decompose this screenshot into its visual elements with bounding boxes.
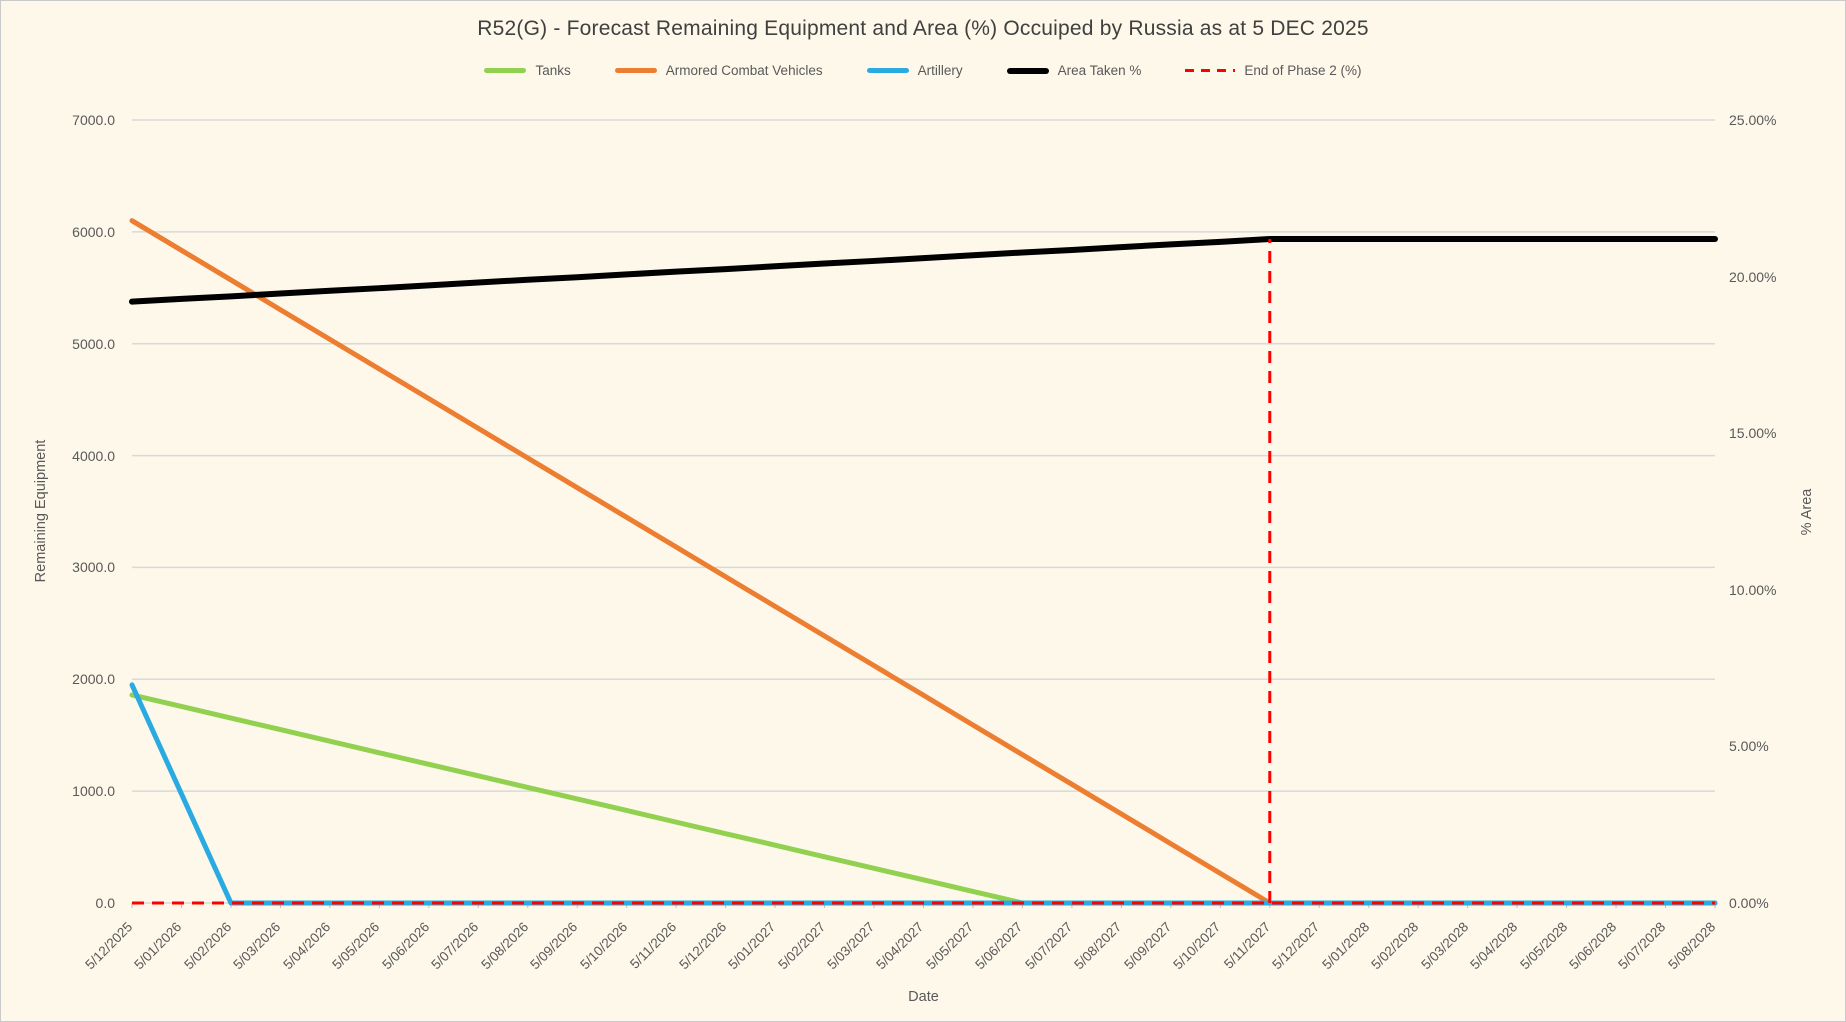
y-right-axis-title: % Area bbox=[1799, 488, 1815, 536]
legend: Tanks Armored Combat Vehicles Artillery Are… bbox=[1, 63, 1845, 78]
legend-label-artillery: Artillery bbox=[917, 63, 963, 78]
y-left-tick-label: 0.0 bbox=[95, 895, 115, 911]
y-left-tick-label: 1000.0 bbox=[72, 783, 115, 800]
series-line-tanks bbox=[129, 692, 1718, 906]
y-left-tick-label: 3000.0 bbox=[72, 559, 115, 576]
series-line-armored-combat-vehicles bbox=[129, 218, 1718, 906]
y-left-tick-label: 5000.0 bbox=[72, 335, 115, 352]
series-line-artillery bbox=[129, 682, 1718, 906]
legend-swatch-tanks bbox=[484, 68, 527, 73]
y-left-tick-label: 4000.0 bbox=[72, 447, 115, 464]
legend-swatch-artillery bbox=[866, 68, 909, 73]
y-left-tick-label: 6000.0 bbox=[72, 223, 115, 240]
x-axis-title: Date bbox=[908, 989, 939, 1005]
legend-swatch-end-of-phase-2 bbox=[1185, 69, 1236, 72]
legend-item-artillery: Artillery bbox=[866, 63, 963, 78]
y-right-tick-label: 0.00% bbox=[1729, 895, 1769, 911]
legend-item-area-taken: Area Taken % bbox=[1006, 63, 1142, 78]
legend-item-tanks: Tanks bbox=[484, 63, 571, 78]
y-right-tick-label: 15.00% bbox=[1729, 425, 1777, 442]
legend-label-armored-combat-vehicles: Armored Combat Vehicles bbox=[665, 63, 823, 78]
legend-item-end-of-phase-2: End of Phase 2 (%) bbox=[1185, 63, 1362, 78]
series-line-area-taken bbox=[129, 236, 1718, 305]
legend-label-area-taken: Area Taken % bbox=[1057, 63, 1142, 78]
legend-item-armored-combat-vehicles: Armored Combat Vehicles bbox=[614, 63, 823, 78]
y-left-axis-title: Remaining Equipment bbox=[33, 439, 49, 583]
y-right-tick-label: 5.00% bbox=[1729, 738, 1769, 755]
y-right-tick-label: 10.00% bbox=[1729, 581, 1777, 598]
legend-label-tanks: Tanks bbox=[535, 63, 571, 78]
y-left-tick-label: 7000.0 bbox=[72, 112, 115, 128]
legend-swatch-armored-combat-vehicles bbox=[614, 68, 657, 73]
y-right-tick-label: 20.00% bbox=[1729, 268, 1777, 285]
chart-title: R52(G) - Forecast Remaining Equipment an… bbox=[477, 17, 1369, 40]
y-left-tick-label: 2000.0 bbox=[72, 671, 115, 688]
y-right-tick-label: 25.00% bbox=[1729, 112, 1777, 128]
legend-label-end-of-phase-2: End of Phase 2 (%) bbox=[1244, 63, 1362, 78]
legend-swatch-area-taken bbox=[1006, 67, 1049, 74]
